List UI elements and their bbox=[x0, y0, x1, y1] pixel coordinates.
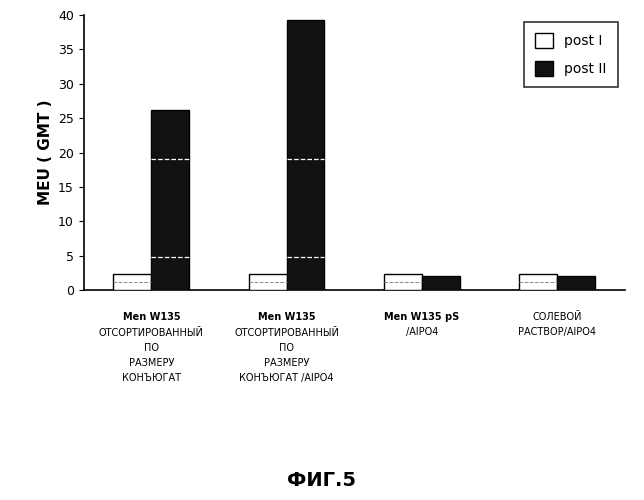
Text: ПО: ПО bbox=[144, 343, 159, 353]
Text: ОТСОРТИРОВАННЫЙ: ОТСОРТИРОВАННЫЙ bbox=[99, 328, 204, 338]
Legend: post I, post II: post I, post II bbox=[524, 22, 618, 87]
Text: СОЛЕВОЙ: СОЛЕВОЙ bbox=[533, 312, 582, 322]
Text: ОТСОРТИРОВАННЫЙ: ОТСОРТИРОВАННЫЙ bbox=[234, 328, 339, 338]
Bar bbox=[384, 274, 422, 290]
Bar bbox=[287, 20, 325, 290]
Bar bbox=[519, 274, 557, 290]
Bar bbox=[151, 110, 189, 290]
Text: РАСТВОР/AlPO4: РАСТВОР/AlPO4 bbox=[518, 328, 596, 338]
Text: /AlPO4: /AlPO4 bbox=[406, 328, 438, 338]
Text: Men W135: Men W135 bbox=[258, 312, 316, 322]
Text: РАЗМЕРУ: РАЗМЕРУ bbox=[264, 358, 309, 368]
Text: ПО: ПО bbox=[279, 343, 294, 353]
Text: ФИГ.5: ФИГ.5 bbox=[287, 471, 357, 490]
Text: Men W135 pS: Men W135 pS bbox=[384, 312, 459, 322]
Text: Men W135: Men W135 bbox=[122, 312, 180, 322]
Bar bbox=[113, 274, 151, 290]
Text: РАЗМЕРУ: РАЗМЕРУ bbox=[129, 358, 174, 368]
Bar bbox=[249, 274, 287, 290]
Bar bbox=[422, 276, 460, 290]
Text: КОНЪЮГАТ /AlPO4: КОНЪЮГАТ /AlPO4 bbox=[240, 374, 334, 384]
Bar bbox=[557, 276, 595, 290]
Y-axis label: MEU ( GMT ): MEU ( GMT ) bbox=[37, 100, 53, 205]
Text: КОНЪЮГАТ: КОНЪЮГАТ bbox=[122, 374, 181, 384]
